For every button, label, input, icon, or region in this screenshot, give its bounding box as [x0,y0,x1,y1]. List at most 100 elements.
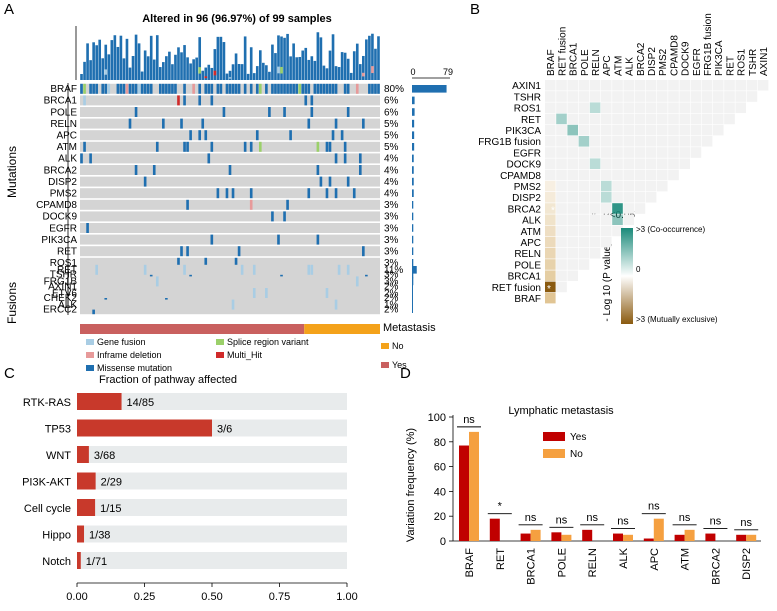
cooccur-cell [601,180,612,192]
cooccur-cell [623,102,634,113]
gene-row-label: EGFR [49,223,77,234]
cooccur-cell [567,259,578,270]
sample-total-bar [140,71,144,80]
cooccur-cell [668,102,679,113]
mutation-cell [183,95,186,106]
mutation-cell [204,83,208,94]
gene-row-pct: 2% [384,281,399,292]
pathway-x-tick-label: 0.50 [201,591,222,603]
mutation-cell [80,83,83,94]
mutation-cell [307,83,311,94]
mutation-cell [162,118,165,129]
pathway-label: Cell cycle [24,503,71,515]
mutation-cell [249,199,253,210]
gene-row-label: ATM [57,142,77,153]
mutation-cell [80,153,83,164]
mutation-cell [346,176,350,187]
sample-total-bar [343,52,347,80]
cooccur-cell [713,113,724,125]
cooccur-cell [623,113,634,125]
gene-row-bg [80,153,380,164]
lymph-bar-yes [643,538,654,541]
gene-side-bar [412,293,413,302]
mutation-cell [252,288,256,298]
cooccur-row-label: RET [521,115,541,126]
cooccur-row-label: TSHR [514,92,541,103]
mutation-cell [207,83,211,94]
mutation-cell [234,257,238,268]
pathway-track [77,446,347,463]
metastasis-label: Metastasis [383,322,436,334]
cooccur-cell [657,180,668,192]
panel-label-c: C [4,365,15,382]
cooccur-row-label: ALK [522,216,541,227]
mutation-cell [237,246,241,257]
cooccur-cell [567,124,578,136]
mutation-cell [362,118,365,129]
gene-row-label: CPAMD8 [36,200,77,211]
cooccur-cell [679,80,690,91]
lymph-bar-no [746,534,757,541]
mutation-cell [265,288,268,298]
cooccur-col-label: APC [602,55,613,76]
cooccur-cell [612,102,623,113]
mutation-cell [328,176,332,187]
lymph-title: Lymphatic metastasis [508,405,614,417]
sample-total-bar [155,35,159,80]
mutation-cell [174,83,177,94]
cooccur-cell [634,158,646,169]
pathway-track [77,472,347,490]
sample-total-bar [219,36,223,80]
sample-total-bar [301,50,305,80]
sample-total-bar [307,59,311,80]
mutation-cell [255,130,259,141]
legend-swatch-fusion [86,339,94,345]
legend-gene-fusion: Gene fusion [97,337,146,347]
cooccur-cell [556,147,567,158]
sample-total-bar [316,32,320,80]
pathway-label: Notch [42,556,71,568]
lymph-y-tick-label: 0 [440,536,446,548]
cooccur-row-label: RET fusion [492,283,541,294]
mutation-cell [325,83,329,94]
lymph-category-label: DISP2 [741,548,753,580]
cooccur-cell [545,180,556,192]
sample-total-bar-segment [213,70,217,76]
mutation-cell [331,130,335,141]
mutation-cell [283,83,286,94]
sample-total-bar [334,66,338,80]
gene-side-bar [412,224,414,232]
gene-row-pct: 5% [384,142,399,153]
lymph-category-label: APC [649,548,661,571]
cooccur-cell [657,169,668,181]
mutation-cell [189,130,192,141]
sample-total-bar [277,35,280,80]
mutation-cell [292,83,295,94]
gene-row-bg [80,211,380,222]
gene-row-pct: 4% [384,189,399,200]
cooccur-cell [623,214,634,225]
cooccur-cell [589,169,601,181]
pathway-x-tick-label: 0.00 [66,591,87,603]
mutation-cell [134,83,138,94]
lymph-bar-no [469,431,479,541]
cooccur-cell [601,214,612,225]
mutation-cell [301,83,305,94]
sample-total-bar [158,67,162,80]
mutation-cell [243,83,247,94]
sample-total-bar [183,45,186,80]
sample-total-bar [98,39,102,80]
sample-total-bar [262,62,265,80]
mutation-cell [334,153,338,164]
cooccur-cell [556,169,567,181]
cooccur-cell [545,136,556,147]
mutation-cell [313,83,317,94]
sample-total-bar [258,50,262,80]
gene-row-bg [80,257,380,268]
cooccur-cell [589,124,601,136]
gene-row-bg [80,264,380,275]
cooccur-cell [612,158,623,169]
cooccur-cell [668,147,679,158]
cooccur-cell [612,91,623,102]
sample-total-bar [86,43,89,80]
